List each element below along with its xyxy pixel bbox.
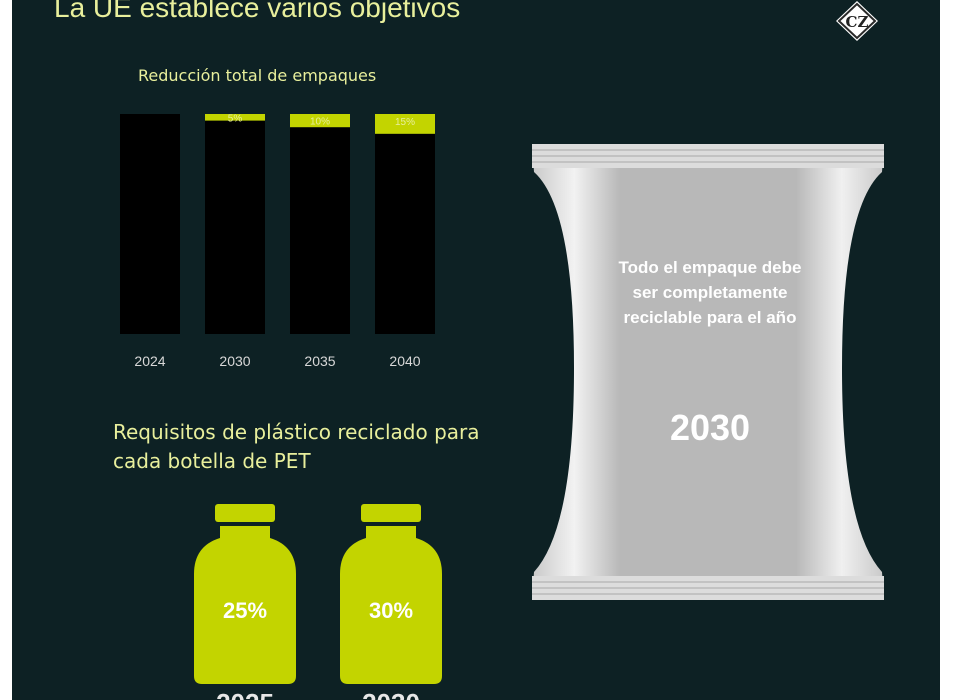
- pouch-message: Todo el empaque debe ser completamente r…: [618, 258, 802, 327]
- pouch-year: 2030: [669, 407, 751, 448]
- tick-label-2035: 2035: [304, 353, 335, 369]
- bar-label-2030: 5%: [228, 113, 243, 124]
- bottle-body-2030: [340, 526, 442, 684]
- chart-title-reduction: Reducción total de empaques: [138, 66, 377, 85]
- pouch-body: [532, 144, 884, 600]
- bar-reduction-2040: [375, 114, 435, 134]
- slide: La UE establece varios objetivos CZ Redu…: [12, 0, 940, 700]
- bar-label-2035: 10%: [310, 117, 330, 128]
- reduction-bar-chart: 2024 5% 2030 10% 2035 15% 2040: [120, 113, 435, 369]
- bottle-cap-2030: [361, 504, 421, 522]
- cz-logo: CZ: [836, 1, 878, 41]
- bar-base-2035: [290, 127, 350, 334]
- bar-label-2040: 15%: [395, 117, 415, 128]
- logo-text: CZ: [846, 13, 869, 31]
- bottle-value-2025: 25%: [223, 598, 267, 623]
- bar-reduction-2035: [290, 114, 350, 128]
- bottle-2025: 25% 2025: [194, 504, 296, 700]
- pet-bottle-chart: 25% 2025 30% 2030: [194, 504, 442, 700]
- logo-diamond: [836, 1, 878, 41]
- tick-label-2030: 2030: [219, 353, 250, 369]
- bottle-cap-2025: [215, 504, 275, 522]
- tick-label-2024: 2024: [134, 353, 165, 369]
- bar-base-2030: [205, 120, 265, 334]
- bottle-year-2025: 2025: [216, 688, 274, 700]
- bottle-value-2030: 30%: [369, 598, 413, 623]
- logo-diamond-border: [837, 2, 877, 40]
- tick-label-2040: 2040: [389, 353, 420, 369]
- chart-title-pet: Requisitos de plástico reciclado para ca…: [113, 420, 480, 473]
- bottle-body-2025: [194, 526, 296, 684]
- bottle-year-2030: 2030: [362, 688, 420, 700]
- bar-reduction-2030: [205, 114, 265, 121]
- bar-base-2040: [375, 133, 435, 334]
- packaging-pouch-image: [532, 144, 884, 600]
- bar-base-2024: [120, 114, 180, 334]
- bottle-2030: 30% 2030: [340, 504, 442, 700]
- page-title: La UE establece varios objetivos: [54, 0, 461, 23]
